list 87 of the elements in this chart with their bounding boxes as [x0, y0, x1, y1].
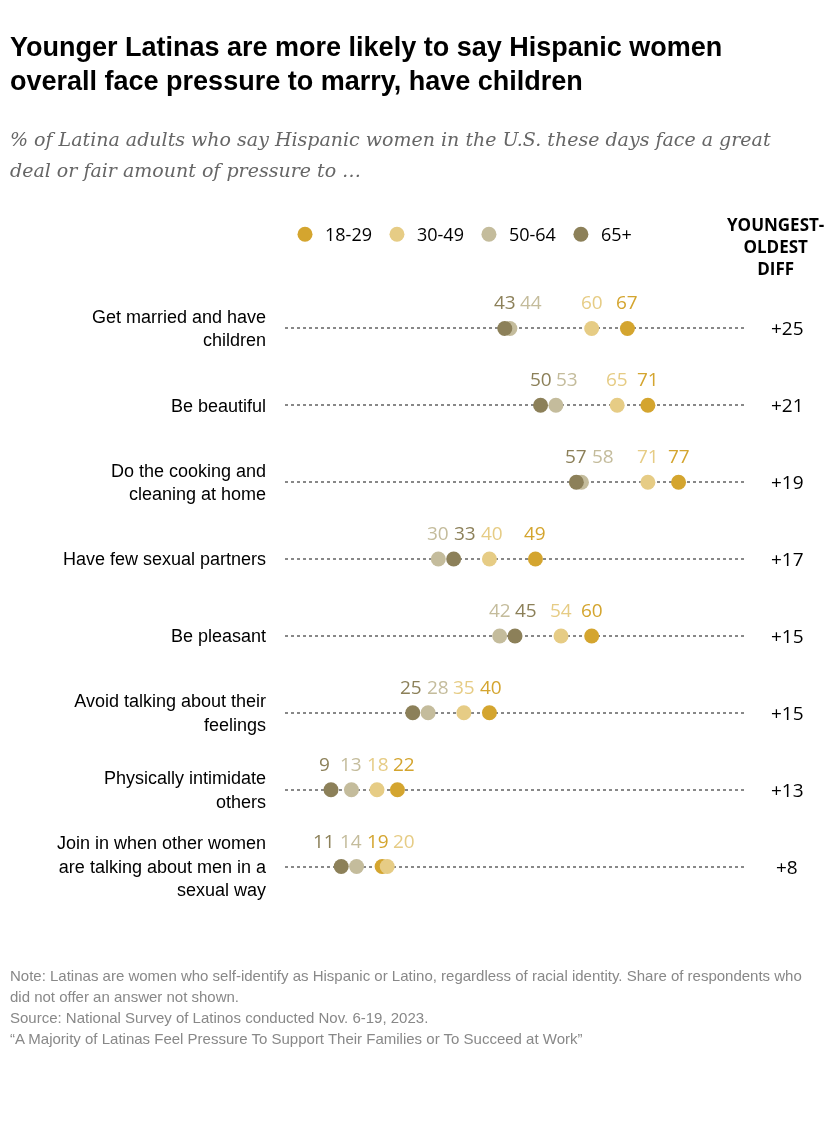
point — [527, 551, 543, 567]
point — [420, 705, 436, 721]
text: +15 — [771, 623, 804, 649]
point — [553, 628, 569, 644]
y-tick-label: Be beautiful — [170, 395, 266, 416]
data-label: 9 — [319, 751, 330, 777]
y-tick-label: Have few sexual partners — [62, 549, 266, 570]
point — [492, 628, 508, 644]
point — [333, 859, 349, 875]
data-label: 11 — [313, 828, 335, 854]
data-label: 30 — [427, 520, 449, 546]
point — [446, 551, 462, 567]
data-label: 58 — [592, 443, 614, 469]
point — [369, 782, 385, 798]
point — [379, 859, 395, 875]
text: +8 — [776, 854, 798, 880]
data-label: 33 — [454, 520, 476, 546]
y-tick-label: Get married and have children — [91, 307, 266, 351]
data-label: 43 — [494, 289, 516, 315]
data-label: 14 — [340, 828, 362, 854]
data-label: 42 — [489, 597, 511, 623]
chart-title: Younger Latinas are more likely to say Hispanic women overall face pressure to marry, have children — [10, 31, 724, 98]
data-label: 54 — [550, 597, 572, 623]
data-label: 71 — [637, 443, 659, 469]
data-label: 19 — [367, 828, 389, 854]
data-label: 60 — [581, 289, 603, 315]
data-label: 67 — [616, 289, 638, 315]
point — [481, 551, 497, 567]
point — [405, 705, 421, 721]
point — [497, 320, 513, 336]
y-tick-label: Join in when other women are talking about men in a sexual way — [56, 833, 267, 901]
legend-label: 30-49 — [416, 222, 464, 247]
data-label: 45 — [515, 597, 537, 623]
point — [430, 551, 446, 567]
text: Note: Latinas are women who self-identify as Hispanic or Latino, regardless of racial identity. Share of respondents who did not offer an answer not shown. — [10, 967, 802, 1005]
data-label: 28 — [427, 674, 449, 700]
point — [507, 628, 523, 644]
point — [481, 705, 497, 721]
point — [533, 397, 549, 413]
data-label: 71 — [637, 366, 659, 392]
data-label: 50 — [530, 366, 552, 392]
data-label: 57 — [565, 443, 587, 469]
point — [568, 474, 584, 490]
point — [349, 859, 365, 875]
y-tick-label: Do the cooking and cleaning at home — [110, 460, 266, 505]
data-label: 22 — [393, 751, 415, 777]
legend-label: 65+ — [600, 222, 632, 247]
text: +13 — [771, 777, 804, 803]
point — [548, 397, 564, 413]
point — [584, 320, 600, 336]
data-label: 35 — [453, 674, 475, 700]
data-label: 25 — [400, 674, 422, 700]
text: +15 — [771, 700, 804, 726]
text: +25 — [771, 315, 804, 341]
legend-label: 50-64 — [508, 222, 556, 247]
y-tick-label: Physically intimidate others — [103, 768, 266, 812]
text: YOUNGEST-OLDEST DIFF — [727, 213, 825, 281]
point — [584, 628, 600, 644]
point — [640, 397, 656, 413]
source-note: Source: National Survey of Latinos conducted Nov. 6-19, 2023. — [10, 1009, 429, 1026]
text: +19 — [771, 469, 804, 495]
point — [389, 782, 405, 798]
data-label: 13 — [340, 751, 362, 777]
point — [640, 474, 656, 490]
data-label: 40 — [480, 674, 502, 700]
chart-subtitle: % of Latina adults who say Hispanic women in the U.S. these days face a great deal or fair amount of pressure to … — [10, 127, 772, 183]
legend-label: 18-29 — [325, 222, 372, 247]
text: +21 — [771, 392, 804, 418]
text: “A Majority of Latinas Feel Pressure To Support Their Families or To Succeed at Work” — [10, 1030, 583, 1047]
data-label: 53 — [556, 366, 578, 392]
data-label: 65 — [606, 366, 628, 392]
point — [609, 397, 625, 413]
y-tick-label: Avoid talking about their feelings — [74, 691, 266, 735]
point — [671, 474, 687, 490]
data-label: 44 — [520, 289, 542, 315]
data-label: 49 — [524, 520, 546, 546]
text: +17 — [771, 546, 804, 572]
data-label: 60 — [581, 597, 603, 623]
point — [323, 782, 339, 798]
data-label: 20 — [393, 828, 415, 854]
data-label: 40 — [481, 520, 503, 546]
data-label: 77 — [668, 443, 690, 469]
point — [619, 320, 635, 336]
point — [343, 782, 359, 798]
data-label: 18 — [367, 751, 389, 777]
point — [456, 705, 472, 721]
y-tick-label: Be pleasant — [170, 626, 266, 647]
